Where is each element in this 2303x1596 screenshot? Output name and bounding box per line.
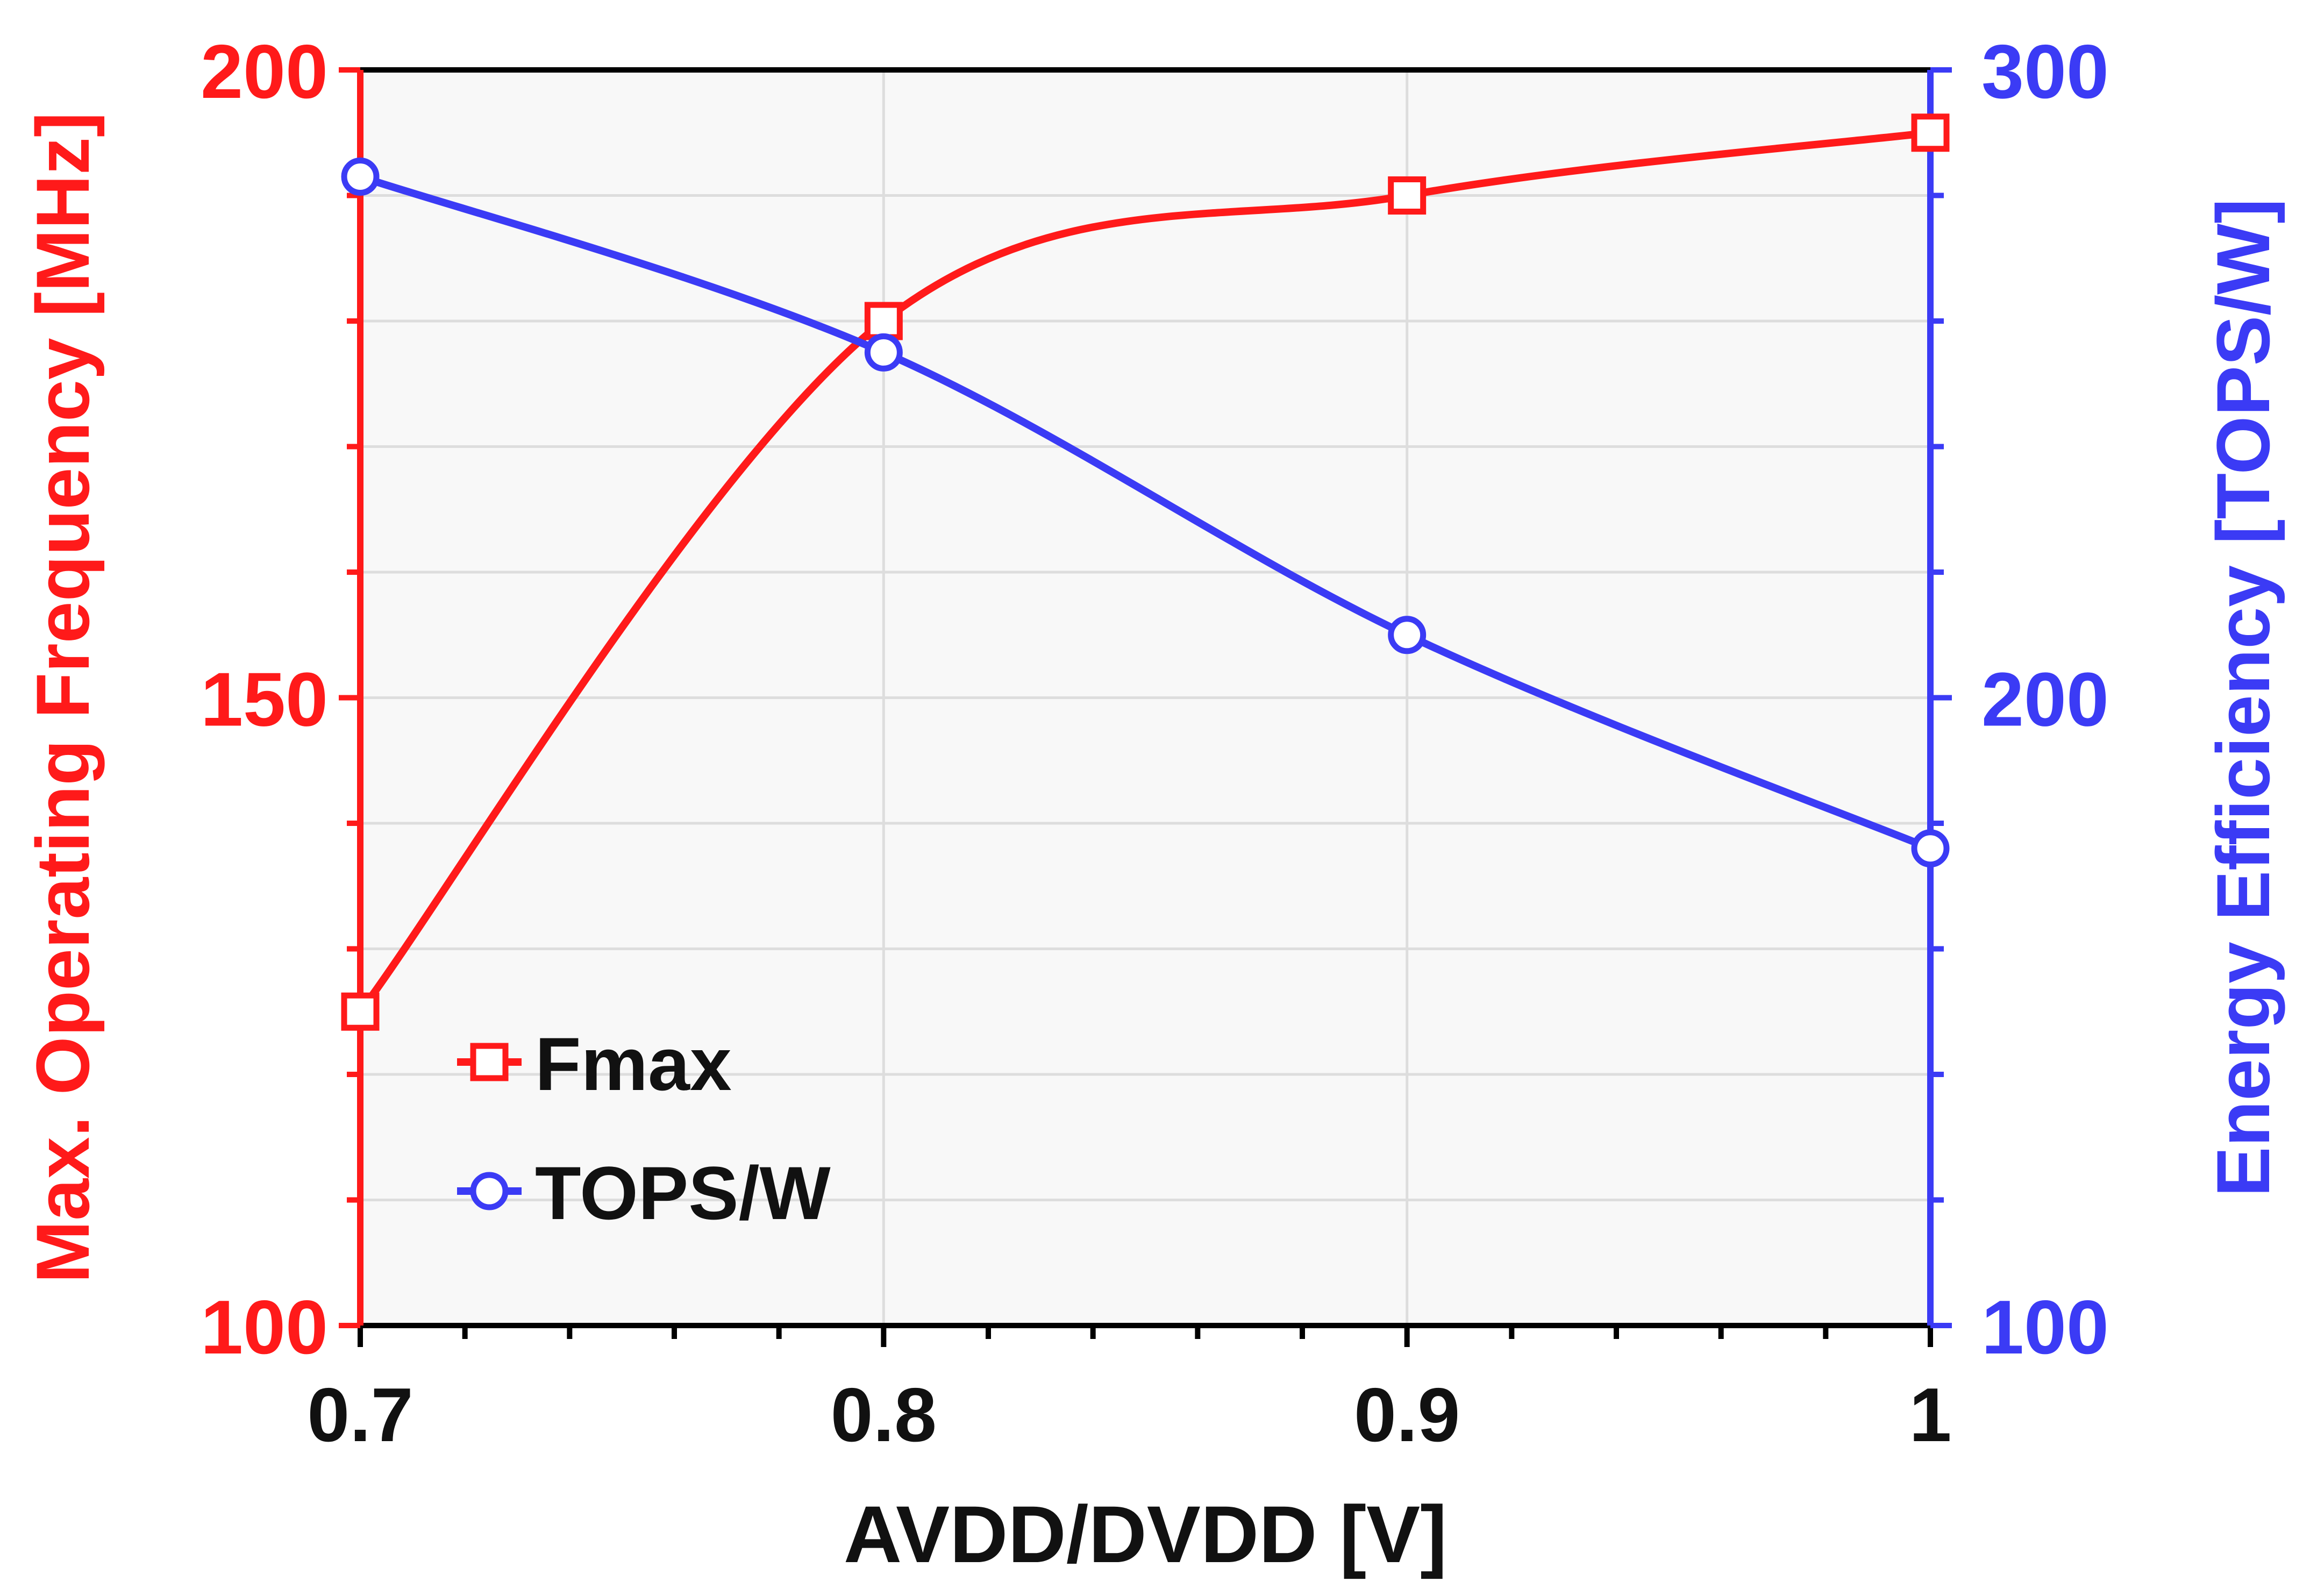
- x-axis-label: AVDD/DVDD [V]: [844, 1489, 1447, 1579]
- y-right-axis-label: Energy Efficiency [TOPS/W]: [2201, 198, 2285, 1197]
- series-line: [359, 173, 1932, 852]
- series-tops-per-watt: [341, 157, 1950, 868]
- data-point-square: [1911, 113, 1950, 152]
- legend-label: Fmax: [535, 1022, 732, 1106]
- data-point-square: [341, 992, 380, 1031]
- legend-item: Fmax: [457, 1022, 732, 1106]
- data-point-circle: [1388, 616, 1427, 654]
- y-left-tick-label: 200: [201, 29, 328, 115]
- y-right-tick-label: 200: [1981, 657, 2109, 743]
- data-point-circle: [864, 333, 903, 372]
- legend-label: TOPS/W: [535, 1151, 831, 1235]
- data-point-circle: [1911, 829, 1950, 868]
- series-line: [357, 129, 1931, 1014]
- y-right-tick-label: 100: [1981, 1285, 2109, 1370]
- x-tick-label: 0.7: [307, 1372, 413, 1458]
- legend-marker-square: [470, 1043, 509, 1081]
- data-point-circle: [341, 157, 380, 196]
- series: [341, 113, 1950, 1031]
- legend-item: TOPS/W: [457, 1151, 831, 1235]
- x-tick-label: 0.9: [1354, 1372, 1460, 1458]
- axes: 0.7 0.8 0.9 1 100 150 200 100 200 300: [201, 29, 2109, 1458]
- y-left-axis-label: Max. Operating Frequency [MHz]: [20, 112, 105, 1283]
- data-point-square: [864, 302, 903, 340]
- x-tick-label: 0.8: [831, 1372, 937, 1458]
- y-left-tick-label: 150: [201, 657, 328, 743]
- data-point-square: [1388, 176, 1427, 215]
- y-right-tick-label: 300: [1981, 29, 2109, 115]
- series-fmax: [341, 113, 1950, 1031]
- x-tick-label: 1: [1909, 1372, 1952, 1458]
- legend: Fmax TOPS/W: [457, 1022, 831, 1235]
- y-left-tick-label: 100: [201, 1285, 328, 1370]
- legend-marker-circle: [470, 1172, 509, 1210]
